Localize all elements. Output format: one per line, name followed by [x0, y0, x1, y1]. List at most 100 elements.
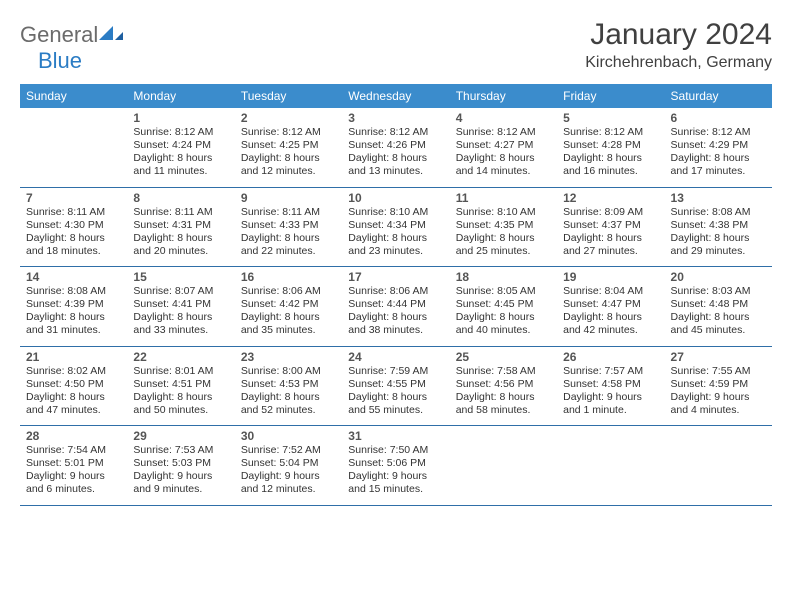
day-cell: 23Sunrise: 8:00 AMSunset: 4:53 PMDayligh…	[235, 347, 342, 426]
day-daylight2: and 45 minutes.	[671, 324, 766, 337]
day-daylight2: and 1 minute.	[563, 404, 658, 417]
day-sunrise: Sunrise: 7:58 AM	[456, 365, 551, 378]
day-number: 18	[456, 270, 551, 284]
day-cell: 21Sunrise: 8:02 AMSunset: 4:50 PMDayligh…	[20, 347, 127, 426]
day-sunrise: Sunrise: 7:57 AM	[563, 365, 658, 378]
day-sunset: Sunset: 4:38 PM	[671, 219, 766, 232]
day-cell: 28Sunrise: 7:54 AMSunset: 5:01 PMDayligh…	[20, 426, 127, 505]
day-number: 28	[26, 429, 121, 443]
day-sunset: Sunset: 4:31 PM	[133, 219, 228, 232]
day-daylight1: Daylight: 8 hours	[348, 391, 443, 404]
week-row: 21Sunrise: 8:02 AMSunset: 4:50 PMDayligh…	[20, 347, 772, 427]
day-daylight2: and 12 minutes.	[241, 165, 336, 178]
day-cell: 26Sunrise: 7:57 AMSunset: 4:58 PMDayligh…	[557, 347, 664, 426]
day-daylight2: and 58 minutes.	[456, 404, 551, 417]
day-daylight1: Daylight: 8 hours	[241, 311, 336, 324]
day-cell: 8Sunrise: 8:11 AMSunset: 4:31 PMDaylight…	[127, 188, 234, 267]
day-sunrise: Sunrise: 8:10 AM	[348, 206, 443, 219]
day-sunset: Sunset: 4:50 PM	[26, 378, 121, 391]
day-sunrise: Sunrise: 8:03 AM	[671, 285, 766, 298]
day-number: 5	[563, 111, 658, 125]
day-sunrise: Sunrise: 7:52 AM	[241, 444, 336, 457]
day-daylight1: Daylight: 8 hours	[348, 311, 443, 324]
day-sunset: Sunset: 5:06 PM	[348, 457, 443, 470]
day-daylight2: and 9 minutes.	[133, 483, 228, 496]
day-cell: 18Sunrise: 8:05 AMSunset: 4:45 PMDayligh…	[450, 267, 557, 346]
title-block: January 2024 Kirchehrenbach, Germany	[585, 18, 772, 72]
day-number: 25	[456, 350, 551, 364]
month-title: January 2024	[585, 18, 772, 52]
day-sunrise: Sunrise: 8:12 AM	[563, 126, 658, 139]
logo: General Blue	[20, 22, 125, 74]
day-number: 30	[241, 429, 336, 443]
day-sunset: Sunset: 4:45 PM	[456, 298, 551, 311]
day-number: 4	[456, 111, 551, 125]
day-number: 24	[348, 350, 443, 364]
day-sunrise: Sunrise: 8:10 AM	[456, 206, 551, 219]
day-sunset: Sunset: 4:30 PM	[26, 219, 121, 232]
day-sunrise: Sunrise: 8:11 AM	[133, 206, 228, 219]
day-number: 21	[26, 350, 121, 364]
day-sunset: Sunset: 4:37 PM	[563, 219, 658, 232]
day-daylight1: Daylight: 8 hours	[671, 311, 766, 324]
day-cell	[450, 426, 557, 505]
day-daylight1: Daylight: 8 hours	[563, 311, 658, 324]
day-daylight2: and 20 minutes.	[133, 245, 228, 258]
day-number: 17	[348, 270, 443, 284]
day-daylight2: and 29 minutes.	[671, 245, 766, 258]
day-sunrise: Sunrise: 8:09 AM	[563, 206, 658, 219]
day-number: 15	[133, 270, 228, 284]
day-daylight1: Daylight: 8 hours	[133, 391, 228, 404]
day-sunrise: Sunrise: 8:12 AM	[348, 126, 443, 139]
day-number: 1	[133, 111, 228, 125]
day-sunset: Sunset: 4:35 PM	[456, 219, 551, 232]
day-sunrise: Sunrise: 8:12 AM	[671, 126, 766, 139]
day-sunset: Sunset: 4:53 PM	[241, 378, 336, 391]
day-sunrise: Sunrise: 7:55 AM	[671, 365, 766, 378]
day-sunset: Sunset: 4:28 PM	[563, 139, 658, 152]
day-sunrise: Sunrise: 8:01 AM	[133, 365, 228, 378]
day-cell: 13Sunrise: 8:08 AMSunset: 4:38 PMDayligh…	[665, 188, 772, 267]
day-cell: 10Sunrise: 8:10 AMSunset: 4:34 PMDayligh…	[342, 188, 449, 267]
day-sunrise: Sunrise: 8:04 AM	[563, 285, 658, 298]
day-number: 20	[671, 270, 766, 284]
day-number: 23	[241, 350, 336, 364]
day-daylight1: Daylight: 8 hours	[241, 391, 336, 404]
day-cell: 5Sunrise: 8:12 AMSunset: 4:28 PMDaylight…	[557, 108, 664, 187]
day-header-friday: Friday	[557, 84, 664, 108]
day-number: 8	[133, 191, 228, 205]
day-sunrise: Sunrise: 8:06 AM	[241, 285, 336, 298]
day-sunset: Sunset: 4:24 PM	[133, 139, 228, 152]
day-daylight1: Daylight: 8 hours	[563, 232, 658, 245]
day-sunrise: Sunrise: 7:50 AM	[348, 444, 443, 457]
day-cell: 15Sunrise: 8:07 AMSunset: 4:41 PMDayligh…	[127, 267, 234, 346]
day-header-wednesday: Wednesday	[342, 84, 449, 108]
day-cell: 16Sunrise: 8:06 AMSunset: 4:42 PMDayligh…	[235, 267, 342, 346]
day-sunset: Sunset: 4:48 PM	[671, 298, 766, 311]
calendar: Sunday Monday Tuesday Wednesday Thursday…	[20, 84, 772, 506]
day-daylight2: and 27 minutes.	[563, 245, 658, 258]
day-cell: 22Sunrise: 8:01 AMSunset: 4:51 PMDayligh…	[127, 347, 234, 426]
day-sunset: Sunset: 4:41 PM	[133, 298, 228, 311]
day-number: 12	[563, 191, 658, 205]
logo-sail-icon	[97, 24, 125, 42]
day-sunrise: Sunrise: 7:59 AM	[348, 365, 443, 378]
day-daylight1: Daylight: 8 hours	[133, 152, 228, 165]
day-daylight1: Daylight: 9 hours	[26, 470, 121, 483]
day-number: 2	[241, 111, 336, 125]
day-cell: 14Sunrise: 8:08 AMSunset: 4:39 PMDayligh…	[20, 267, 127, 346]
day-daylight2: and 14 minutes.	[456, 165, 551, 178]
day-daylight1: Daylight: 8 hours	[456, 152, 551, 165]
day-number: 11	[456, 191, 551, 205]
day-daylight2: and 40 minutes.	[456, 324, 551, 337]
day-daylight1: Daylight: 9 hours	[671, 391, 766, 404]
day-daylight1: Daylight: 8 hours	[563, 152, 658, 165]
header: General Blue January 2024 Kirchehrenbach…	[20, 18, 772, 74]
week-row: 14Sunrise: 8:08 AMSunset: 4:39 PMDayligh…	[20, 267, 772, 347]
day-cell: 2Sunrise: 8:12 AMSunset: 4:25 PMDaylight…	[235, 108, 342, 187]
day-daylight1: Daylight: 8 hours	[348, 152, 443, 165]
day-sunset: Sunset: 4:25 PM	[241, 139, 336, 152]
day-daylight2: and 12 minutes.	[241, 483, 336, 496]
day-daylight2: and 50 minutes.	[133, 404, 228, 417]
day-sunset: Sunset: 4:29 PM	[671, 139, 766, 152]
